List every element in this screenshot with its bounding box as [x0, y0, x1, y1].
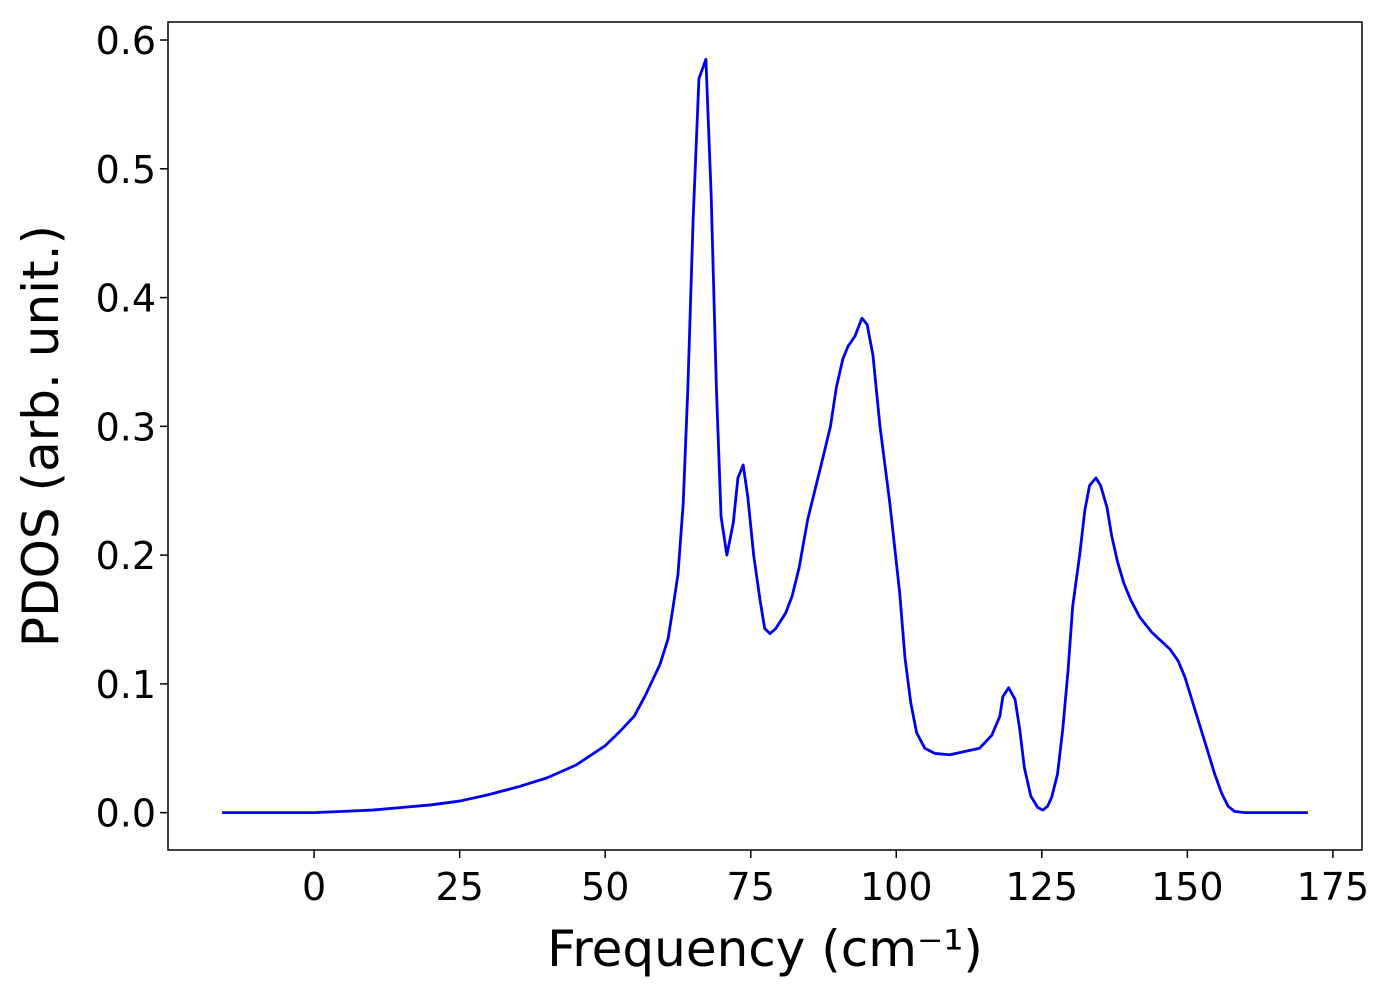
- x-tick-label: 150: [1151, 865, 1224, 909]
- x-tick-label: 75: [727, 865, 775, 909]
- x-axis-label: Frequency (cm⁻¹): [547, 920, 983, 978]
- x-tick-label: 25: [435, 865, 483, 909]
- x-tick-label: 0: [302, 865, 326, 909]
- x-tick-label: 125: [1006, 865, 1079, 909]
- x-tick-label: 175: [1297, 865, 1370, 909]
- x-tick-label: 50: [581, 865, 629, 909]
- y-tick-label: 0.6: [96, 19, 156, 63]
- y-tick-label: 0.1: [96, 663, 156, 707]
- y-tick-label: 0.3: [96, 405, 156, 449]
- x-tick-label: 100: [860, 865, 933, 909]
- y-tick-label: 0.4: [96, 277, 156, 321]
- y-tick-label: 0.2: [96, 534, 156, 578]
- y-tick-label: 0.0: [96, 792, 156, 836]
- line: [222, 57, 1308, 815]
- plot-frame: [167, 21, 1363, 851]
- y-tick-label: 0.5: [96, 148, 156, 192]
- y-axis-label: PDOS (arb. unit.): [12, 225, 70, 647]
